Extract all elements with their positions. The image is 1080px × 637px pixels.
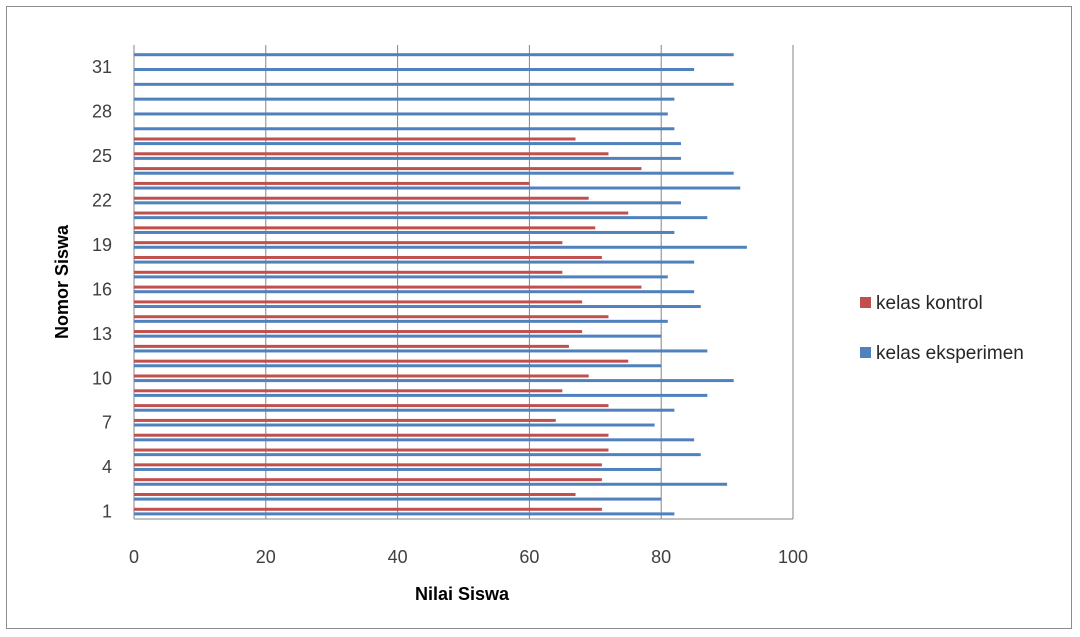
x-tick-label: 100: [778, 547, 808, 567]
bar-kelas-eksperimen-26: [134, 142, 681, 146]
x-axis-title: Nilai Siswa: [415, 584, 510, 604]
bar-kelas-kontrol-17: [134, 270, 563, 274]
x-tick-label: 60: [519, 547, 539, 567]
bar-kelas-eksperimen-27: [134, 127, 675, 131]
bar-kelas-eksperimen-12: [134, 349, 708, 353]
bar-kelas-kontrol-23: [134, 181, 530, 185]
bar-kelas-eksperimen-20: [134, 230, 675, 234]
bar-kelas-eksperimen-15: [134, 305, 701, 309]
bar-kelas-kontrol-22: [134, 196, 589, 200]
y-axis-title: Nomor Siswa: [52, 224, 72, 339]
y-tick-label: 22: [92, 191, 112, 211]
x-tick-label: 0: [129, 547, 139, 567]
bar-kelas-eksperimen-2: [134, 497, 662, 501]
bar-kelas-eksperimen-21: [134, 216, 708, 220]
bar-kelas-kontrol-16: [134, 285, 642, 289]
bars: [134, 53, 747, 516]
bar-kelas-eksperimen-31: [134, 68, 695, 72]
bar-kelas-eksperimen-8: [134, 408, 675, 412]
y-tick-labels: 1 4 7 10 13 16 19 22 25 28 31: [92, 57, 112, 521]
bar-kelas-eksperimen-9: [134, 393, 708, 397]
bar-kelas-eksperimen-3: [134, 482, 728, 486]
bar-kelas-eksperimen-19: [134, 245, 747, 249]
bar-kelas-eksperimen-13: [134, 334, 662, 338]
bar-kelas-eksperimen-18: [134, 260, 695, 264]
bar-kelas-kontrol-1: [134, 507, 602, 511]
bar-kelas-eksperimen-4: [134, 467, 662, 471]
bar-kelas-eksperimen-29: [134, 97, 675, 101]
bar-kelas-kontrol-18: [134, 255, 602, 259]
bar-kelas-kontrol-6: [134, 433, 609, 437]
bar-kelas-kontrol-11: [134, 359, 629, 363]
bar-kelas-eksperimen-23: [134, 186, 741, 190]
x-tick-label: 80: [651, 547, 671, 567]
bar-kelas-eksperimen-30: [134, 82, 734, 86]
y-tick-label: 1: [102, 502, 112, 522]
bar-kelas-eksperimen-14: [134, 319, 668, 323]
y-tick-label: 4: [102, 457, 112, 477]
bar-kelas-eksperimen-25: [134, 156, 681, 160]
bar-kelas-kontrol-25: [134, 152, 609, 156]
bar-kelas-eksperimen-32: [134, 53, 734, 57]
bar-kelas-eksperimen-17: [134, 275, 668, 279]
bar-kelas-kontrol-21: [134, 211, 629, 215]
x-tick-label: 40: [388, 547, 408, 567]
bar-kelas-eksperimen-28: [134, 112, 668, 116]
bar-kelas-kontrol-14: [134, 315, 609, 319]
bar-kelas-eksperimen-22: [134, 201, 681, 205]
y-tick-label: 16: [92, 279, 112, 299]
y-tick-label: 25: [92, 146, 112, 166]
bar-kelas-eksperimen-1: [134, 512, 675, 516]
bar-kelas-kontrol-8: [134, 404, 609, 408]
bar-kelas-eksperimen-10: [134, 379, 734, 383]
legend: kelas kontrol kelas eksperimen: [860, 293, 1024, 364]
bar-kelas-kontrol-9: [134, 389, 563, 393]
bar-kelas-eksperimen-7: [134, 423, 655, 427]
bar-kelas-kontrol-2: [134, 492, 576, 496]
legend-swatch-kelas-eksperimen: [860, 347, 871, 358]
bar-kelas-eksperimen-6: [134, 438, 695, 442]
bar-kelas-eksperimen-24: [134, 171, 734, 175]
bar-kelas-kontrol-7: [134, 418, 556, 422]
y-tick-label: 28: [92, 102, 112, 122]
bar-kelas-kontrol-10: [134, 374, 589, 378]
bar-kelas-kontrol-19: [134, 241, 563, 245]
bar-kelas-kontrol-20: [134, 226, 596, 230]
legend-label-kelas-eksperimen: kelas eksperimen: [876, 343, 1024, 364]
bar-kelas-kontrol-3: [134, 478, 602, 482]
bar-kelas-eksperimen-5: [134, 453, 701, 457]
bar-kelas-kontrol-13: [134, 330, 583, 334]
bar-kelas-eksperimen-11: [134, 364, 662, 368]
x-tick-labels: 0 20 40 60 80 100: [129, 547, 808, 567]
bar-kelas-kontrol-15: [134, 300, 583, 304]
bar-kelas-kontrol-5: [134, 448, 609, 452]
bar-kelas-kontrol-24: [134, 167, 642, 171]
legend-swatch-kelas-kontrol: [860, 297, 871, 308]
y-tick-label: 31: [92, 57, 112, 77]
x-tick-label: 20: [256, 547, 276, 567]
legend-label-kelas-kontrol: kelas kontrol: [876, 293, 983, 314]
gridlines: [133, 45, 794, 520]
bar-kelas-eksperimen-16: [134, 290, 695, 294]
bar-kelas-kontrol-4: [134, 463, 602, 467]
bar-kelas-kontrol-12: [134, 344, 569, 348]
y-tick-label: 7: [102, 413, 112, 433]
y-tick-label: 19: [92, 235, 112, 255]
y-tick-label: 13: [92, 324, 112, 344]
bar-kelas-kontrol-26: [134, 137, 576, 141]
y-tick-label: 10: [92, 368, 112, 388]
